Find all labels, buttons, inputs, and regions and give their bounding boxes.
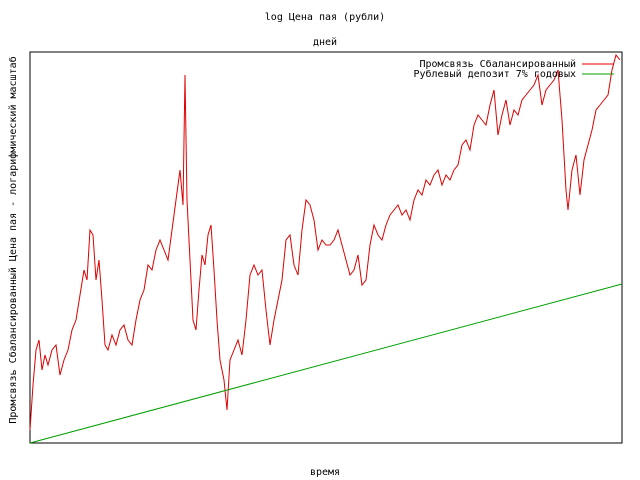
x2-axis-label: дней	[313, 36, 337, 48]
series-line	[29, 53, 621, 431]
plot-frame	[29, 51, 623, 444]
y-axis-label: Промсвязь Сбалансированный Цена пая - ло…	[7, 56, 19, 423]
legend-label: Промсвязь Сбалансированный	[419, 58, 576, 70]
series-line	[29, 283, 623, 444]
chart-title: log Цена пая (рубли)	[265, 11, 385, 23]
legend-label: Рублевый депозит 7% годовых	[413, 68, 576, 80]
x-axis-label: время	[310, 467, 340, 478]
